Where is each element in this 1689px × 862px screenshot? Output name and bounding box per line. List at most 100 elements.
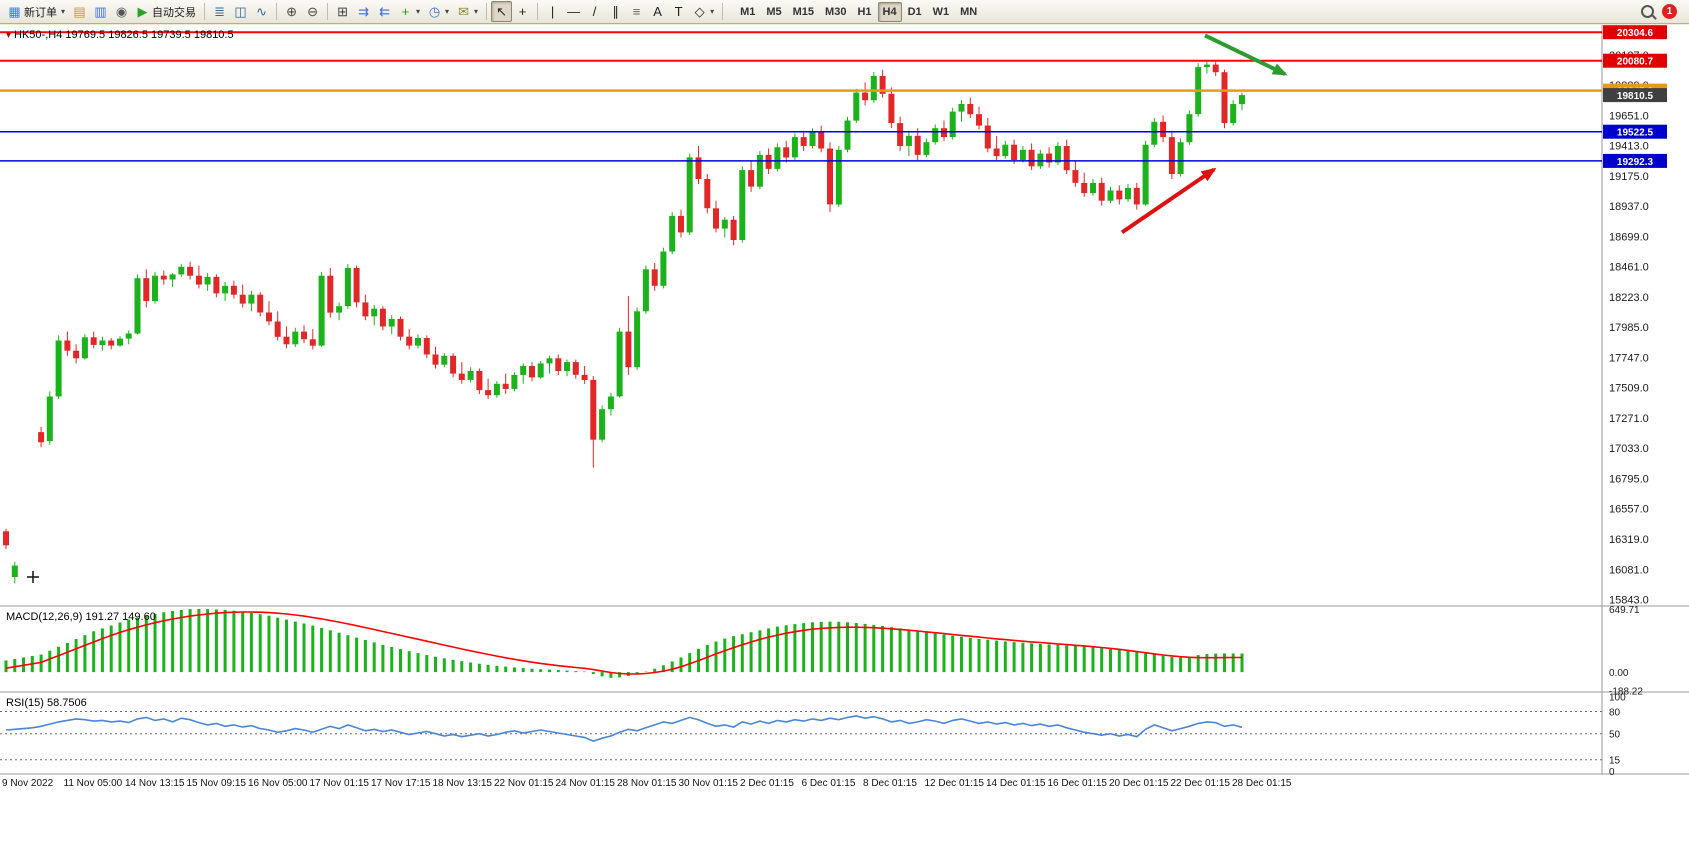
candle-body bbox=[976, 114, 982, 126]
navigator-icon: ◉ bbox=[115, 4, 128, 19]
channel-icon: ∥ bbox=[612, 4, 619, 19]
auto-trading-button[interactable]: ▶ 自动交易 bbox=[132, 1, 200, 22]
price-badge bbox=[1603, 53, 1667, 68]
candle-body bbox=[678, 215, 684, 233]
candle-body bbox=[660, 251, 667, 286]
green-down-arrow[interactable] bbox=[1204, 33, 1288, 76]
candle-body bbox=[818, 132, 825, 149]
timeframe-d1-button[interactable]: D1 bbox=[903, 2, 927, 22]
new-order-dropdown-icon[interactable]: ▾ bbox=[61, 7, 66, 16]
horizontal-lines-layer[interactable] bbox=[0, 31, 1602, 162]
svg-text:12 Dec 01:15: 12 Dec 01:15 bbox=[925, 778, 985, 789]
rsi-indicator bbox=[0, 711, 1602, 761]
templates-dropdown-icon[interactable]: ▾ bbox=[474, 7, 479, 16]
candle-body bbox=[169, 274, 176, 280]
svg-text:14 Dec 01:15: 14 Dec 01:15 bbox=[986, 778, 1046, 789]
candle-chart-button[interactable]: ◫ bbox=[230, 1, 251, 22]
candle-body bbox=[213, 276, 220, 294]
text-button[interactable]: A bbox=[647, 1, 668, 22]
timeframe-w1-button[interactable]: W1 bbox=[928, 2, 955, 22]
svg-text:8 Dec 01:15: 8 Dec 01:15 bbox=[863, 778, 917, 789]
zoom-out-button[interactable]: ⊖ bbox=[302, 1, 323, 22]
vertical-line-button[interactable]: | bbox=[542, 1, 563, 22]
new-order-button[interactable]: ▦ 新订单 ▾ bbox=[4, 1, 69, 22]
candle-body bbox=[905, 135, 912, 146]
svg-text:18461.0: 18461.0 bbox=[1609, 262, 1649, 274]
market-watch-button[interactable]: ▤ bbox=[69, 1, 90, 22]
candle-body bbox=[1151, 121, 1158, 145]
fibonacci-button[interactable]: ≡ bbox=[626, 1, 647, 22]
timeframe-m30-button[interactable]: M30 bbox=[820, 2, 851, 22]
candle-body bbox=[1203, 64, 1210, 68]
tile-windows-icon: ⊞ bbox=[337, 4, 348, 19]
rsi-line bbox=[5, 715, 1243, 742]
timeframe-m1-button[interactable]: M1 bbox=[735, 2, 760, 22]
symbol-marker-icon: ▾ bbox=[6, 30, 12, 41]
macd-label: MACD(12,26,9) 191.27 149.60 bbox=[6, 611, 156, 623]
candle-body bbox=[774, 147, 781, 169]
text-label-button[interactable]: T bbox=[668, 1, 689, 22]
crosshair-button[interactable]: + bbox=[512, 1, 533, 22]
candle-body bbox=[1054, 146, 1061, 163]
candle-body bbox=[160, 275, 167, 280]
candle-body bbox=[783, 147, 790, 158]
candle-body bbox=[81, 337, 88, 359]
timeframe-m15-button[interactable]: M15 bbox=[788, 2, 819, 22]
candle-body bbox=[1011, 144, 1018, 160]
annotations-layer[interactable] bbox=[27, 33, 1288, 583]
templates-button[interactable]: ✉ ▾ bbox=[453, 1, 482, 22]
svg-text:28 Nov 01:15: 28 Nov 01:15 bbox=[617, 778, 677, 789]
indicators-button[interactable]: + ▾ bbox=[395, 1, 424, 22]
bar-chart-button[interactable]: ≣ bbox=[209, 1, 230, 22]
candle-body bbox=[853, 92, 860, 121]
auto-trading-icon: ▶ bbox=[137, 4, 148, 19]
svg-text:20304.6: 20304.6 bbox=[1617, 28, 1654, 39]
channel-button[interactable]: ∥ bbox=[605, 1, 626, 22]
shapes-button[interactable]: ◇ ▾ bbox=[689, 1, 718, 22]
svg-text:6 Dec 01:15: 6 Dec 01:15 bbox=[802, 778, 856, 789]
shapes-dropdown-icon[interactable]: ▾ bbox=[710, 7, 715, 16]
chart-area[interactable]: 20127.019889.019651.019413.019175.018937… bbox=[0, 25, 1689, 862]
candle-body bbox=[529, 366, 535, 378]
chart-shift-button[interactable]: ⇇ bbox=[374, 1, 395, 22]
data-window-button[interactable]: ▥ bbox=[90, 1, 111, 22]
timeframe-h4-button[interactable]: H4 bbox=[877, 1, 902, 22]
candle-body bbox=[485, 390, 492, 396]
red-up-arrow[interactable] bbox=[1120, 167, 1217, 235]
candle-body bbox=[292, 331, 299, 345]
periods-button[interactable]: ◷ ▾ bbox=[424, 1, 453, 22]
auto-scroll-button[interactable]: ⇉ bbox=[353, 1, 374, 22]
line-chart-button[interactable]: ∿ bbox=[251, 1, 272, 22]
candle-body bbox=[11, 565, 18, 577]
search-icon[interactable] bbox=[1641, 5, 1654, 18]
price-badges: 20304.620080.719845.319810.519522.519292… bbox=[1603, 25, 1667, 168]
candle-body bbox=[897, 123, 904, 146]
cursor-button[interactable]: ↖ bbox=[491, 1, 513, 22]
timeframe-mn-button[interactable]: MN bbox=[955, 2, 982, 22]
timeframe-m5-button[interactable]: M5 bbox=[761, 2, 786, 22]
candle-body bbox=[616, 331, 623, 397]
candle-body bbox=[187, 266, 194, 276]
trendline-button[interactable]: / bbox=[584, 1, 605, 22]
tile-windows-button[interactable]: ⊞ bbox=[332, 1, 353, 22]
indicators-dropdown-icon[interactable]: ▾ bbox=[416, 7, 421, 16]
navigator-button[interactable]: ◉ bbox=[111, 1, 132, 22]
horizontal-line-button[interactable]: — bbox=[563, 1, 584, 22]
candle-body bbox=[108, 340, 115, 346]
candle-body bbox=[406, 336, 413, 346]
timeframe-h1-button[interactable]: H1 bbox=[852, 2, 876, 22]
candle-body bbox=[458, 373, 465, 380]
periods-dropdown-icon[interactable]: ▾ bbox=[445, 7, 450, 16]
candle-body bbox=[739, 170, 746, 240]
candle-body bbox=[721, 219, 728, 229]
toolbar-right-group: 1 bbox=[1641, 4, 1685, 19]
candle-body bbox=[1116, 190, 1123, 200]
chart-svg[interactable]: 20127.019889.019651.019413.019175.018937… bbox=[0, 25, 1689, 862]
svg-text:19522.5: 19522.5 bbox=[1617, 128, 1654, 139]
zoom-in-button[interactable]: ⊕ bbox=[281, 1, 302, 22]
notification-badge[interactable]: 1 bbox=[1662, 4, 1677, 19]
candle-body bbox=[1019, 149, 1026, 160]
svg-text:19651.0: 19651.0 bbox=[1609, 110, 1649, 122]
candle-body bbox=[572, 362, 579, 375]
candle-body bbox=[432, 354, 439, 365]
